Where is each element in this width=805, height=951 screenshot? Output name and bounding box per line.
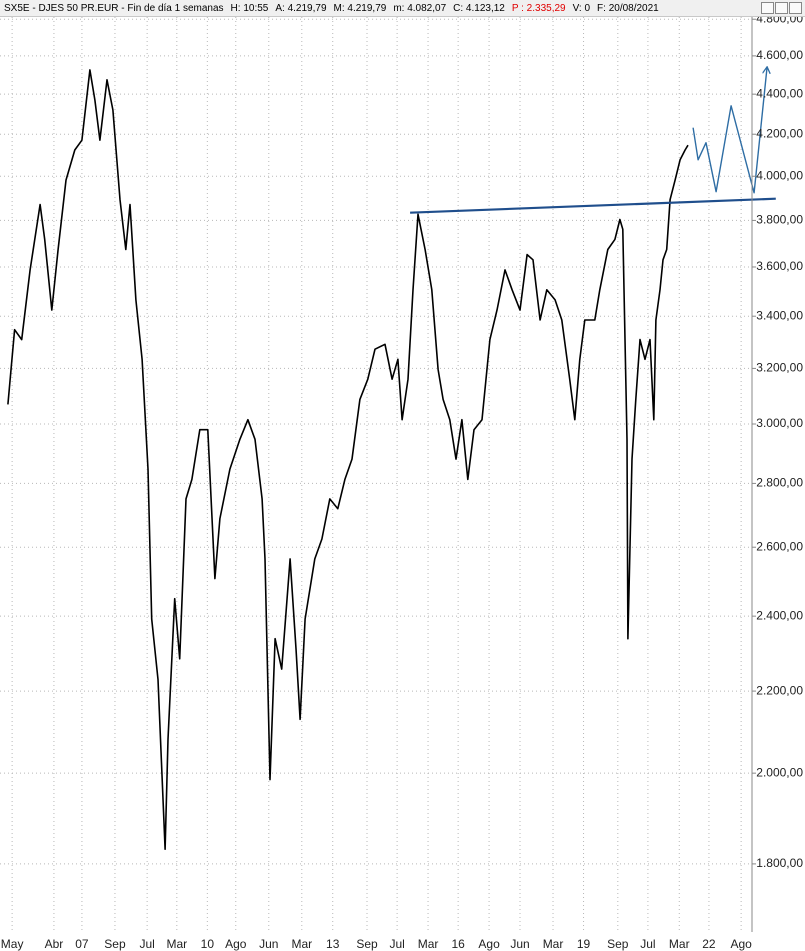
header-item: SX5E - DJES 50 PR.EUR - Fin de día 1 sem…: [4, 2, 224, 14]
minimize-button[interactable]: [761, 2, 774, 14]
plot-area: [7, 68, 776, 851]
y-tick-label: 4.400,00: [756, 86, 803, 100]
x-tick-label: May: [1, 937, 24, 951]
x-tick-label: Sep: [356, 937, 378, 951]
y-tick-label: 2.400,00: [756, 608, 803, 622]
maximize-button[interactable]: [775, 2, 788, 14]
header-item: M: 4.219,79: [333, 2, 387, 14]
x-tick-label: Mar: [291, 937, 312, 951]
x-tick-label: Sep: [607, 937, 629, 951]
header-item: F: 20/08/2021: [597, 2, 659, 14]
y-tick-label: 2.800,00: [756, 476, 803, 490]
y-tick-label: 2.000,00: [756, 765, 803, 779]
x-tick-label: Jun: [510, 937, 529, 951]
x-tick-label: 19: [577, 937, 591, 951]
header-item: H: 10:55: [230, 2, 269, 14]
x-tick-label: Abr: [45, 937, 64, 951]
series-line: [7, 69, 689, 851]
x-tick-label: Jul: [389, 937, 404, 951]
x-tick-label: Sep: [104, 937, 126, 951]
y-tick-label: 3.200,00: [756, 361, 803, 375]
header-item: V: 0: [572, 2, 591, 14]
y-tick-label: 3.000,00: [756, 416, 803, 430]
header-item: P : 2.335,29: [511, 2, 566, 14]
series-line: [410, 197, 776, 214]
x-tick-label: Ago: [478, 937, 500, 951]
header-item: A: 4.219,79: [275, 2, 327, 14]
x-tick-label: 22: [702, 937, 716, 951]
y-tick-label: 4.200,00: [756, 126, 803, 140]
y-tick-label: 4.600,00: [756, 48, 803, 62]
x-tick-label: 16: [451, 937, 465, 951]
y-tick-label: 2.200,00: [756, 683, 803, 697]
y-tick-label: 3.800,00: [756, 213, 803, 227]
x-tick-label: Jul: [640, 937, 655, 951]
y-tick-label: 3.600,00: [756, 259, 803, 273]
x-tick-label: Mar: [543, 937, 564, 951]
x-tick-label: Jun: [259, 937, 278, 951]
x-tick-label: 10: [201, 937, 215, 951]
x-tick-label: 07: [75, 937, 89, 951]
grid: [0, 5, 752, 930]
y-tick-label: 4.000,00: [756, 168, 803, 182]
window-buttons[interactable]: [761, 2, 802, 14]
y-tick-label: 2.600,00: [756, 539, 803, 553]
y-tick-label: 3.400,00: [756, 308, 803, 322]
series-line: [692, 68, 767, 194]
title-bar: SX5E - DJES 50 PR.EUR - Fin de día 1 sem…: [0, 0, 805, 17]
header-item: m: 4.082,07: [393, 2, 447, 14]
x-tick-label: 13: [326, 937, 340, 951]
x-tick-label: Mar: [669, 937, 690, 951]
x-tick-label: Mar: [418, 937, 439, 951]
x-tick-label: Jul: [139, 937, 154, 951]
header-item: C: 4.123,12: [453, 2, 505, 14]
close-button[interactable]: [789, 2, 802, 14]
x-tick-label: Ago: [225, 937, 247, 951]
axes: 1.800,00 2.000,00 2.200,00 2.400,00 2.600,00…: [1, 5, 803, 951]
y-tick-label: 1.800,00: [756, 856, 803, 870]
x-tick-label: Ago: [730, 937, 752, 951]
x-tick-label: Mar: [166, 937, 187, 951]
